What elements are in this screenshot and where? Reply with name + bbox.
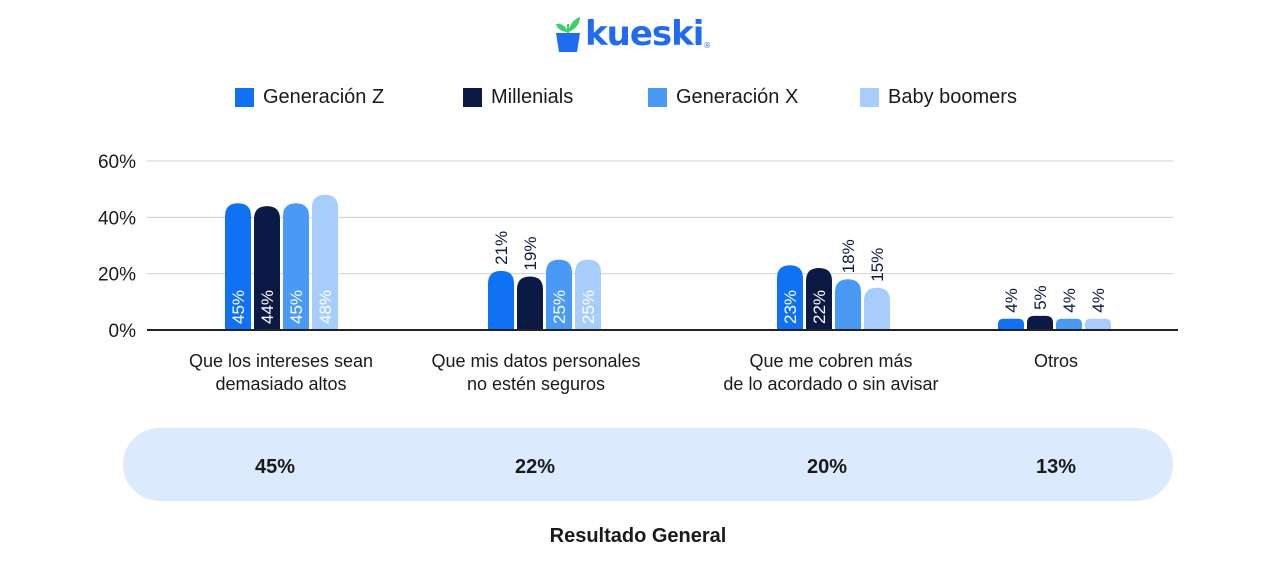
data-label: 18% bbox=[839, 239, 858, 273]
bar bbox=[546, 259, 572, 330]
data-label: 5% bbox=[1031, 285, 1050, 310]
legend-label: Millenials bbox=[491, 85, 574, 108]
bar bbox=[517, 276, 543, 330]
category-label: Que me cobren más bbox=[749, 351, 912, 371]
legend-label: Generación X bbox=[676, 85, 799, 108]
result-value: 20% bbox=[806, 456, 848, 478]
bar bbox=[254, 206, 280, 330]
bar bbox=[806, 268, 832, 330]
kueski-logo: kueski ® bbox=[555, 12, 710, 56]
legend-label: Generación Z bbox=[263, 85, 385, 108]
result-value: 13% bbox=[1035, 456, 1077, 478]
bar-chart: 0% 20% 40% 60% 45% 21% 23% 4% 44% 19% 22% 5% 45% 25% 1… bbox=[98, 152, 1178, 394]
bar bbox=[998, 318, 1024, 330]
data-label: 4% bbox=[1060, 288, 1079, 313]
legend-swatch bbox=[648, 87, 667, 107]
category-label: demasiado altos bbox=[215, 374, 346, 394]
bar bbox=[283, 203, 309, 330]
data-label: 25% bbox=[550, 290, 569, 324]
data-label: 23% bbox=[781, 290, 800, 324]
legend-item: Millenials bbox=[463, 84, 573, 110]
brand-name: kueski bbox=[585, 14, 704, 54]
bar bbox=[1085, 318, 1111, 330]
legend-swatch bbox=[463, 87, 482, 107]
category-label: no estén seguros bbox=[467, 374, 605, 394]
data-label: 45% bbox=[287, 290, 306, 324]
y-tick-label: 20% bbox=[98, 265, 136, 286]
legend-item: Generación Z bbox=[235, 84, 384, 110]
data-label: 4% bbox=[1002, 288, 1021, 313]
data-label: 44% bbox=[258, 290, 277, 324]
category-label: de lo acordado o sin avisar bbox=[723, 374, 938, 394]
legend-swatch bbox=[860, 87, 879, 107]
results-pill bbox=[123, 428, 1173, 501]
bar bbox=[864, 287, 890, 330]
category-label: Que los intereses sean bbox=[189, 351, 373, 371]
data-label: 21% bbox=[492, 231, 511, 265]
data-label: 22% bbox=[810, 290, 829, 324]
bar bbox=[575, 259, 601, 330]
registered-mark: ® bbox=[704, 41, 711, 50]
y-tick-label: 0% bbox=[109, 321, 137, 342]
legend-item: Baby boomers bbox=[860, 84, 1017, 110]
plant-pot-icon bbox=[556, 17, 580, 52]
result-value: 45% bbox=[254, 456, 296, 478]
data-label: 45% bbox=[229, 290, 248, 324]
bar bbox=[225, 203, 251, 330]
data-label: 15% bbox=[868, 248, 887, 282]
bar bbox=[488, 270, 514, 330]
category-label: Que mis datos personales bbox=[431, 351, 640, 371]
data-label: 48% bbox=[316, 290, 335, 324]
data-label: 25% bbox=[579, 290, 598, 324]
bar bbox=[312, 194, 338, 330]
category-label: Otros bbox=[1034, 351, 1078, 371]
bar bbox=[835, 279, 861, 330]
legend-swatch bbox=[235, 87, 254, 107]
data-label: 4% bbox=[1089, 288, 1108, 313]
legend-item: Generación X bbox=[648, 84, 798, 110]
legend-label: Baby boomers bbox=[888, 85, 1017, 108]
data-label: 19% bbox=[521, 236, 540, 270]
results-caption: Resultado General bbox=[549, 525, 727, 547]
bar bbox=[1027, 315, 1053, 330]
result-value: 22% bbox=[514, 456, 556, 478]
y-tick-label: 60% bbox=[98, 152, 136, 173]
bar bbox=[777, 265, 803, 330]
y-tick-label: 40% bbox=[98, 208, 136, 229]
bar bbox=[1056, 318, 1082, 330]
